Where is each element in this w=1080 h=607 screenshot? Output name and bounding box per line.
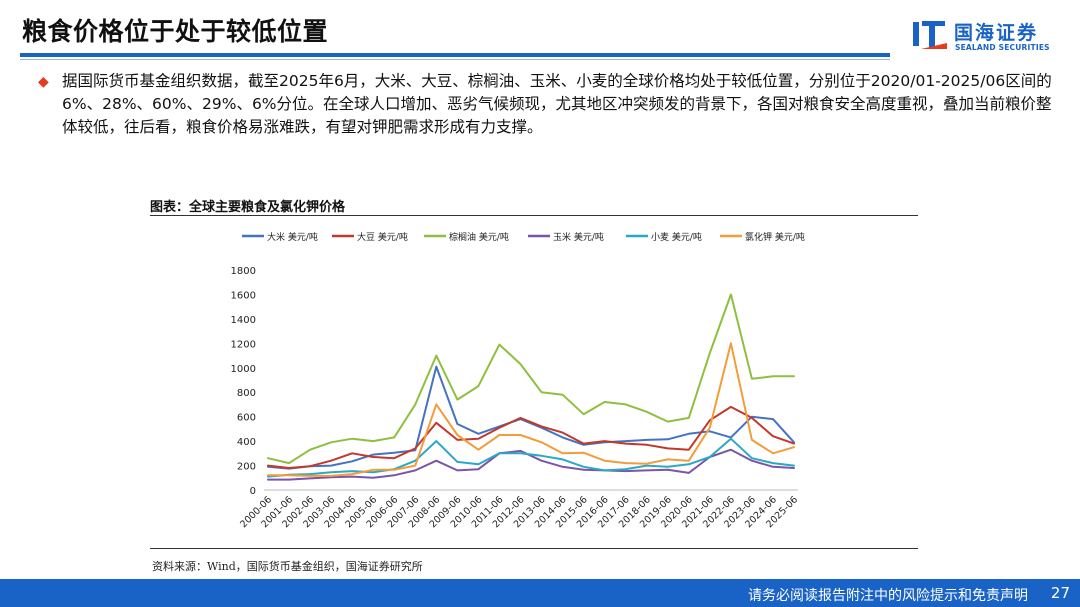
page-number: 27	[1050, 584, 1070, 602]
header-rule	[20, 53, 890, 57]
series-lines	[267, 293, 795, 481]
legend-label-0: 大米 美元/吨	[267, 231, 318, 243]
legend-label-5: 氯化钾 美元/吨	[745, 231, 805, 243]
y-tick-label: 200	[237, 462, 256, 473]
y-tick-label: 1400	[231, 315, 256, 326]
legend-label-2: 棕榈油 美元/吨	[449, 231, 509, 243]
series-line-1	[267, 405, 795, 469]
chart-legend: 大米 美元/吨 大豆 美元/吨 棕榈油 美元/吨 玉米 美元/吨 小麦 美元/吨 氯化钾 …	[242, 231, 805, 243]
series-line-4	[267, 437, 795, 478]
x-axis: 2000-062001-062002-062003-062004-062005-…	[238, 489, 800, 530]
footer-bar: 请务必阅读报告附注中的风险提示和免责声明 27	[0, 579, 1080, 607]
series-line-3	[267, 448, 795, 481]
y-axis: 0 200 400 600 800 1000 1200 1400 1600 1800	[231, 266, 256, 497]
legend-label-1: 大豆 美元/吨	[357, 231, 408, 243]
series-line-2	[267, 293, 795, 465]
sealand-logo-icon	[913, 21, 947, 49]
y-tick-label: 400	[237, 437, 256, 448]
chart-source: 资料来源：Wind，国际货币基金组织，国海证券研究所	[152, 560, 423, 573]
logo-text-en: SEALAND SECURITIES	[955, 43, 1050, 52]
y-tick-label: 1200	[231, 339, 256, 350]
y-tick-label: 1600	[231, 290, 256, 301]
y-tick-label: 0	[250, 486, 256, 497]
bullet-text: 据国际货币基金组织数据，截至2025年6月，大米、大豆、棕榈油、玉米、小麦的全球…	[62, 72, 1052, 136]
series-line-5	[267, 342, 795, 477]
y-tick-label: 1800	[231, 266, 256, 277]
diamond-bullet-icon: ◆	[38, 74, 49, 90]
legend-label-4: 小麦 美元/吨	[651, 231, 702, 243]
chart-bottom-rule	[150, 548, 918, 549]
y-tick-label: 800	[237, 388, 256, 399]
chart-top-rule	[150, 215, 918, 216]
footer-disclaimer: 请务必阅读报告附注中的风险提示和免责声明	[748, 588, 1028, 604]
company-logo: 国海证券 SEALAND SECURITIES	[912, 16, 1062, 56]
page-title: 粮食价格位于处于较低位置	[22, 17, 329, 46]
legend-label-3: 玉米 美元/吨	[553, 231, 604, 243]
y-tick-label: 600	[237, 413, 256, 424]
price-line-chart: 大米 美元/吨 大豆 美元/吨 棕榈油 美元/吨 玉米 美元/吨 小麦 美元/吨 氯化钾 …	[231, 231, 805, 530]
header-rule-thin	[20, 59, 890, 60]
logo-text-cn: 国海证券	[954, 22, 1039, 44]
chart-title: 图表：全球主要粮食及氯化钾价格	[150, 200, 346, 215]
y-tick-label: 1000	[231, 364, 256, 375]
